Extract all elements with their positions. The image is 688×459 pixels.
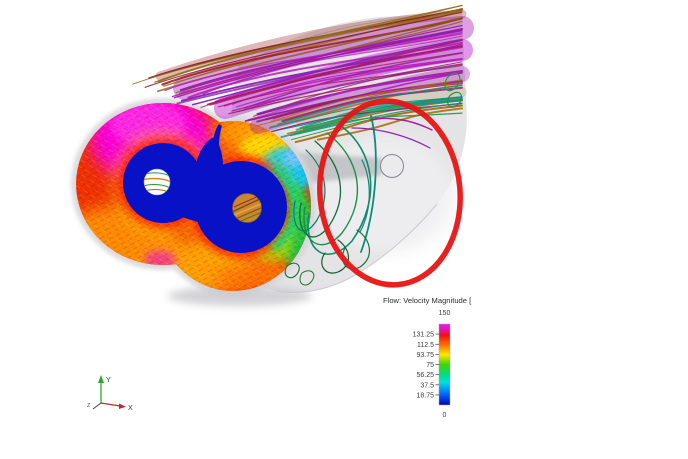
streamline-path <box>316 107 463 141</box>
streamline-loop <box>307 125 372 255</box>
streamline-bundle <box>132 4 474 144</box>
velocity-legend: Flow: Velocity Magnitude [ 150 131.25 11… <box>383 296 472 419</box>
z-axis-label: Z <box>87 403 91 409</box>
streamline-loop <box>351 127 431 149</box>
legend-title: Flow: Velocity Magnitude [ <box>383 296 472 305</box>
streak <box>232 197 262 213</box>
streamline-path <box>270 82 463 123</box>
y-axis-arrowhead <box>98 375 104 383</box>
streak <box>144 184 170 189</box>
streamline-path <box>132 4 463 85</box>
legend-tick-label: 18.75 <box>416 392 434 399</box>
legend-tick-marks <box>435 333 439 396</box>
streamline-loop <box>321 239 350 274</box>
rotor-lobe-tip <box>194 137 224 183</box>
streamline-path <box>158 9 463 83</box>
rotor-velocity-field <box>76 103 311 291</box>
streamline-path <box>294 104 463 144</box>
streamline-loop <box>299 270 315 286</box>
x-axis-label: X <box>128 405 133 412</box>
streamline-path <box>173 29 463 99</box>
streamline-path <box>200 52 463 108</box>
streamline-loop <box>299 140 342 238</box>
streamline-path <box>164 31 463 92</box>
streamline-path <box>290 102 463 137</box>
legend-tick-label: 56.25 <box>416 372 434 379</box>
rotor-shadow <box>168 286 312 306</box>
streamline-path <box>235 58 463 108</box>
streamline-path <box>175 10 463 84</box>
port-hole-circle <box>380 154 404 178</box>
x-axis-line <box>100 402 121 407</box>
streamline-loop <box>447 91 463 108</box>
streamline-path <box>280 98 463 139</box>
streamline-path <box>281 86 464 123</box>
legend-tick-label: 37.5 <box>420 382 434 389</box>
z-axis-line <box>92 402 102 410</box>
streamline-path <box>299 97 463 129</box>
streamline-loop <box>360 115 377 253</box>
legend-max-label: 150 <box>439 310 451 317</box>
streamline-path <box>247 70 463 121</box>
y-axis-label: Y <box>106 377 111 384</box>
streamline-path <box>144 11 463 88</box>
streamline-path <box>191 38 463 106</box>
streamline-path <box>238 61 463 112</box>
casing-highlight <box>315 137 455 253</box>
streamline-loop <box>284 262 300 279</box>
axis-triad: Y X Z <box>87 375 133 412</box>
streak <box>232 202 262 217</box>
legend-min-label: 0 <box>443 412 447 419</box>
streamline-path <box>244 52 463 109</box>
streamline-loop <box>369 117 433 131</box>
x-axis-arrowhead <box>119 403 126 409</box>
rotor-solid <box>123 124 287 253</box>
rotor-tip-stem <box>213 124 222 146</box>
recirculation-streamlines <box>284 72 463 286</box>
legend-tick-label: 93.75 <box>416 352 434 359</box>
legend-tick-label: 131.25 <box>413 332 435 339</box>
streamline-path <box>190 35 463 92</box>
streamline-loop <box>359 159 370 233</box>
streamline-loop <box>444 72 461 92</box>
streamline-loop <box>303 132 359 246</box>
streamline-path <box>277 84 463 125</box>
legend-tick-label: 75 <box>426 362 434 369</box>
streak <box>232 206 262 221</box>
streamline-path <box>223 58 463 107</box>
streamline-path <box>231 63 463 112</box>
annotation-ellipse <box>317 98 463 288</box>
streak <box>144 177 170 183</box>
legend-tick-label: 112.5 <box>417 342 434 349</box>
legend-colorbar <box>438 323 451 406</box>
